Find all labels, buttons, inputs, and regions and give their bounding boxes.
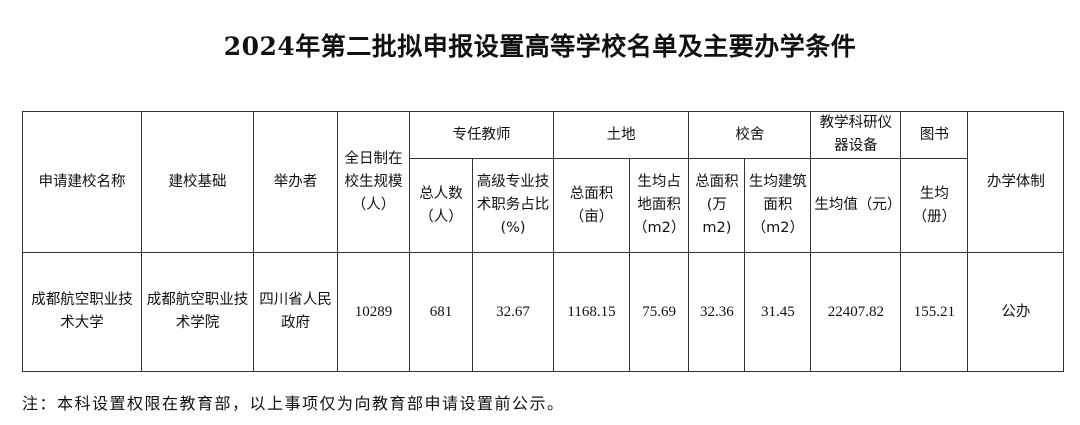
cell-teachers-senior: 32.67 bbox=[472, 252, 554, 372]
header-teachers-total: 总人数（人） bbox=[409, 158, 473, 253]
cell-sponsor: 四川省人民政府 bbox=[253, 252, 338, 372]
header-sponsor: 举办者 bbox=[253, 111, 338, 253]
header-teachers-senior: 高级专业技术职务占比(%) bbox=[472, 158, 554, 253]
header-teachers: 专任教师 bbox=[409, 111, 554, 159]
cell-system: 公办 bbox=[967, 252, 1065, 372]
table-row: 成都航空职业技术大学 成都航空职业技术学院 四川省人民政府 10289 681 … bbox=[22, 252, 1065, 372]
header-building-per: 生均建筑面积（m2） bbox=[744, 158, 812, 253]
header-enrollment: 全日制在校生规模（人） bbox=[337, 111, 410, 253]
cell-books-per: 155.21 bbox=[900, 252, 969, 372]
header-building: 校舍 bbox=[688, 111, 812, 159]
cell-building-total: 32.36 bbox=[688, 252, 746, 372]
header-system: 办学体制 bbox=[967, 111, 1065, 253]
cell-land-per: 75.69 bbox=[628, 252, 690, 372]
cell-land-total: 1168.15 bbox=[553, 252, 630, 372]
cell-enrollment: 10289 bbox=[337, 252, 410, 372]
schools-table: 申请建校名称 建校基础 举办者 全日制在校生规模（人） 专任教师 土地 校舍 教… bbox=[22, 111, 1065, 372]
header-books-per: 生均（册） bbox=[900, 158, 969, 253]
header-school-name: 申请建校名称 bbox=[22, 111, 142, 253]
header-land-per: 生均占地面积（m2） bbox=[628, 158, 690, 253]
header-land: 土地 bbox=[552, 111, 690, 159]
cell-building-per: 31.45 bbox=[744, 252, 812, 372]
header-land-total: 总面积（亩） bbox=[553, 158, 630, 253]
cell-school-name: 成都航空职业技术大学 bbox=[22, 252, 142, 372]
header-equipment: 教学科研仪器设备 bbox=[810, 111, 902, 159]
footnote: 注：本科设置权限在教育部，以上事项仅为向教育部申请设置前公示。 bbox=[22, 394, 565, 413]
cell-basis: 成都航空职业技术学院 bbox=[141, 252, 254, 372]
header-books: 图书 bbox=[900, 111, 969, 159]
cell-teachers-total: 681 bbox=[409, 252, 473, 372]
page-title: 2024年第二批拟申报设置高等学校名单及主要办学条件 bbox=[223, 32, 857, 61]
header-basis: 建校基础 bbox=[141, 111, 254, 253]
cell-equipment-per: 22407.82 bbox=[810, 252, 902, 372]
header-building-total: 总面积(万m2) bbox=[688, 158, 746, 253]
header-equipment-per: 生均值（元） bbox=[810, 158, 902, 253]
